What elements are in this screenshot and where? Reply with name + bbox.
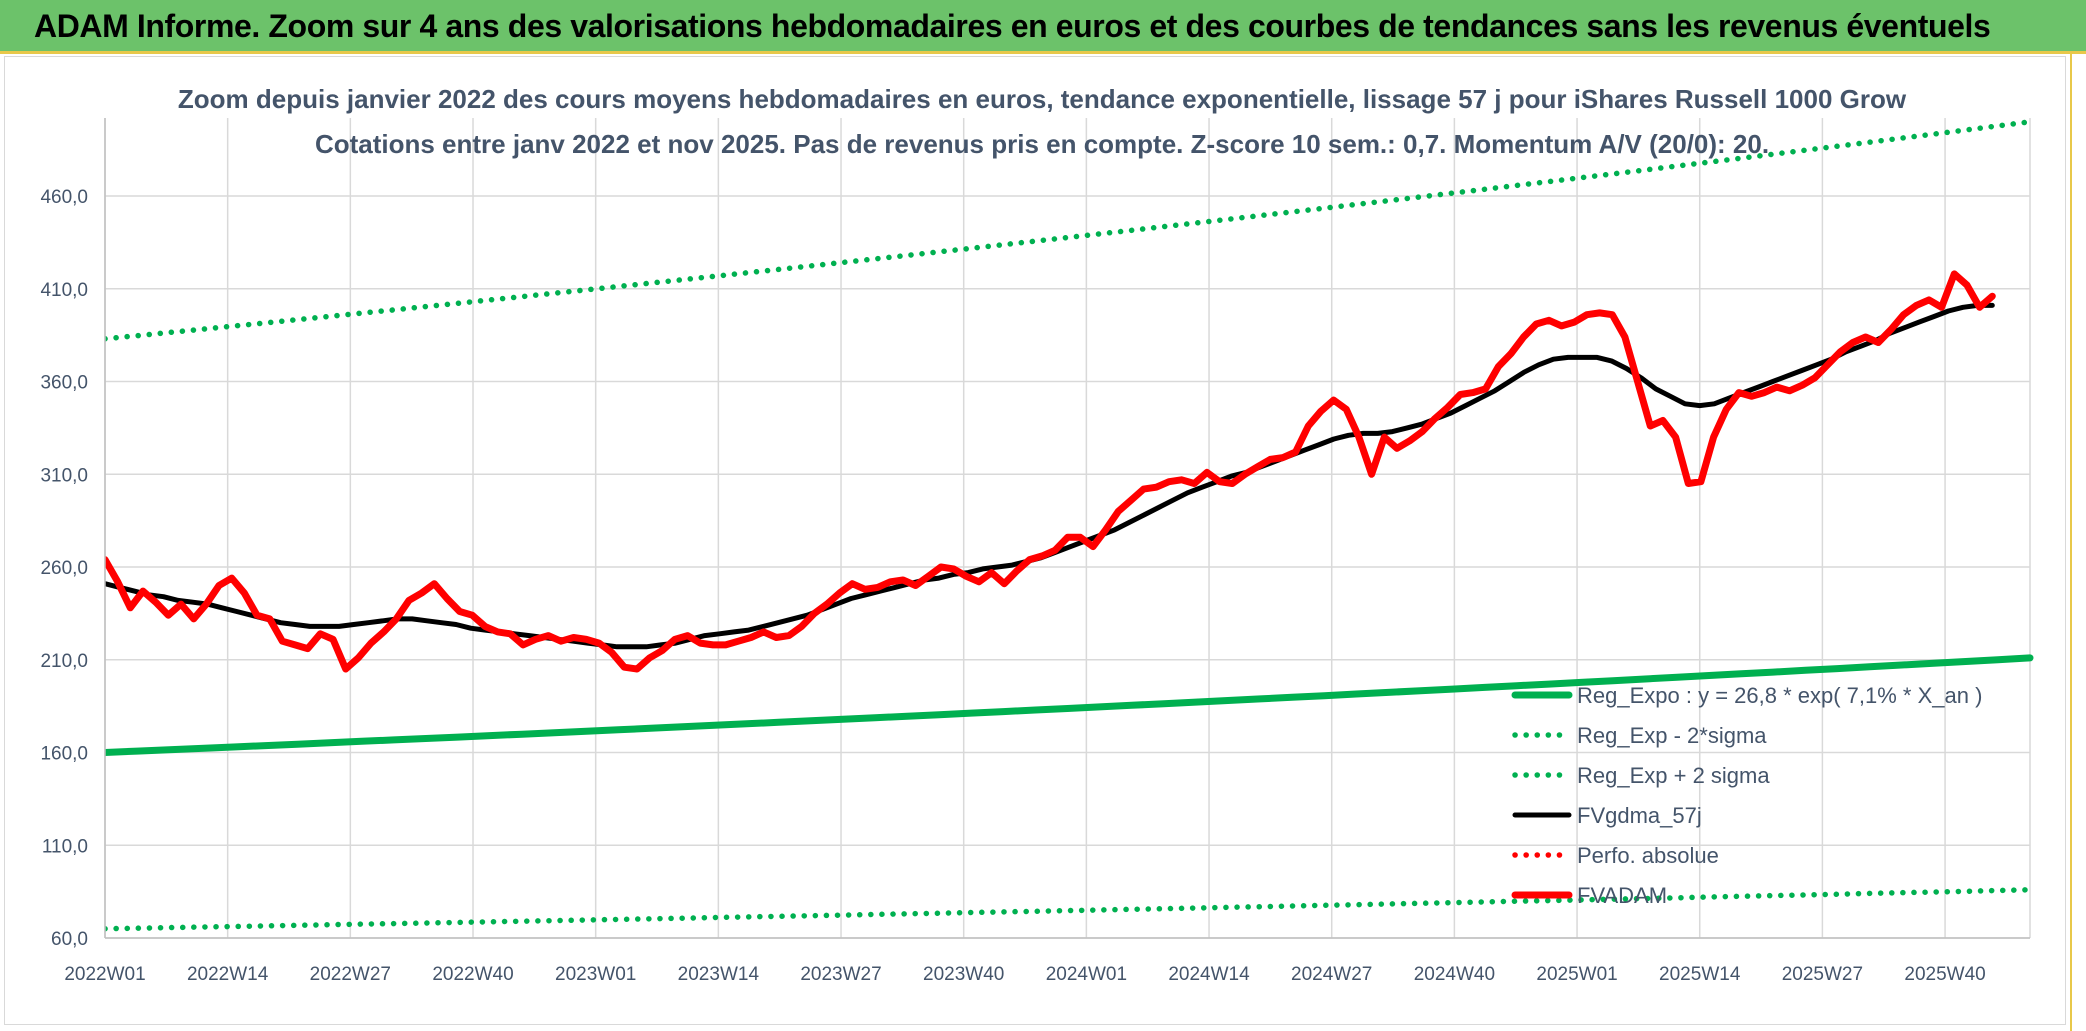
x-tick-label: 2024W14: [1168, 964, 1250, 985]
x-tick-label: 2023W27: [800, 964, 881, 985]
x-tick-label: 2023W01: [555, 964, 636, 985]
x-tick-label: 2025W14: [1659, 964, 1741, 985]
y-tick-label: 410,0: [40, 280, 88, 301]
chart-frame: [4, 56, 2066, 1025]
chart-series: [105, 119, 2034, 932]
x-tick-label: 2023W40: [923, 964, 1004, 985]
series-reg-exp-plus-2sigma: [105, 119, 2033, 342]
chart-title-line1: Zoom depuis janvier 2022 des cours moyen…: [178, 84, 1907, 114]
y-tick-label: 160,0: [40, 744, 88, 765]
y-tick-label: 310,0: [40, 465, 88, 486]
y-tick-label: 60,0: [51, 929, 88, 950]
legend-label: Perfo. absolue: [1577, 843, 1719, 868]
chart-title-line2: Cotations entre janv 2022 et nov 2025. P…: [315, 129, 1769, 159]
x-tick-label: 2022W01: [64, 964, 145, 985]
y-tick-label: 360,0: [40, 373, 88, 394]
legend-label: FVADAM: [1577, 883, 1667, 908]
x-tick-label: 2022W40: [432, 964, 513, 985]
x-tick-label: 2025W01: [1536, 964, 1617, 985]
chart-legend: Reg_Expo : y = 26,8 * exp( 7,1% * X_an )…: [1511, 683, 1982, 908]
legend-label: FVgdma_57j: [1577, 803, 1702, 828]
y-tick-label: 260,0: [40, 558, 88, 579]
report-title: ADAM Informe. Zoom sur 4 ans des valoris…: [34, 8, 1991, 44]
x-tick-label: 2022W14: [187, 964, 269, 985]
series-fvadam: [105, 270, 1996, 673]
y-tick-label: 110,0: [42, 836, 88, 857]
legend-label: Reg_Expo : y = 26,8 * exp( 7,1% * X_an ): [1577, 683, 1982, 708]
chart-axes: 60,0 110,0 160,0 210,0 260,0 310,0 360,0 410,0 4…: [40, 118, 2030, 985]
series-reg-expo: [105, 654, 2034, 756]
x-tick-label: 2024W27: [1291, 964, 1372, 985]
legend-label: Reg_Exp - 2*sigma: [1577, 723, 1767, 748]
x-tick-label: 2024W40: [1414, 964, 1495, 985]
report-banner: ADAM Informe. Zoom sur 4 ans des valoris…: [0, 0, 2086, 54]
page-edge-strip: [2070, 54, 2086, 1031]
y-tick-label: 460,0: [40, 187, 88, 208]
x-tick-label: 2022W27: [310, 964, 391, 985]
y-tick-label: 210,0: [40, 651, 88, 672]
series-fvgdma-57j: [105, 302, 1995, 650]
legend-label: Reg_Exp + 2 sigma: [1577, 763, 1770, 788]
x-tick-label: 2024W01: [1046, 964, 1127, 985]
x-tick-label: 2025W27: [1782, 964, 1863, 985]
x-tick-label: 2023W14: [678, 964, 760, 985]
series-reg-exp-minus-2sigma: [105, 887, 2033, 932]
x-tick-label: 2025W40: [1904, 964, 1985, 985]
chart-grid: [104, 118, 2031, 939]
